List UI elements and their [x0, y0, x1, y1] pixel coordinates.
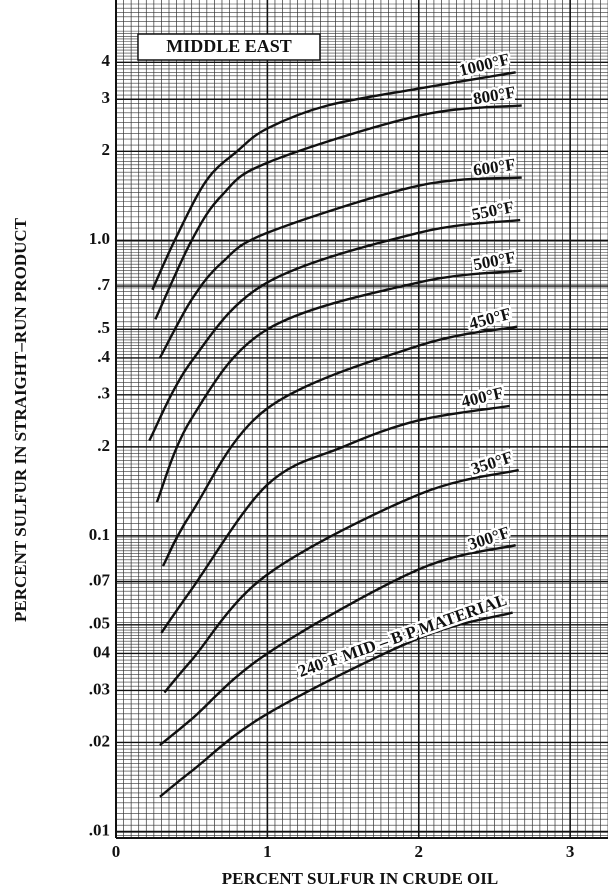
x-tick-label: 3 [566, 842, 575, 861]
y-tick-label: 1.0 [89, 229, 110, 248]
x-tick-label: 1 [263, 842, 272, 861]
grid [115, 0, 608, 838]
y-tick-label: .3 [97, 384, 110, 403]
y-tick-label: .4 [97, 347, 110, 366]
y-tick-label: .7 [97, 275, 110, 294]
y-tick-label: .07 [89, 571, 111, 590]
curve-label: 500°F [472, 248, 517, 275]
chart-title: MIDDLE EAST [166, 36, 292, 56]
curve [159, 543, 516, 746]
curve [151, 71, 516, 291]
y-tick-label: .03 [89, 679, 110, 698]
curves [148, 71, 522, 798]
y-axis-title: PERCENT SULFUR IN STRAIGHT–RUN PRODUCT [11, 217, 30, 622]
y-tick-label: .02 [89, 731, 110, 750]
curve-label: 800°F [472, 82, 517, 108]
y-tick-label: .2 [97, 436, 110, 455]
y-tick-label: .05 [89, 614, 110, 633]
y-tick-label: 2 [102, 140, 111, 159]
x-tick-label: 2 [415, 842, 424, 861]
y-tick-label: .01 [89, 820, 110, 839]
curve [148, 218, 521, 442]
x-axis-title: PERCENT SULFUR IN CRUDE OIL [222, 869, 498, 888]
curve [158, 176, 522, 359]
title-box [137, 33, 321, 61]
labels: 1000°F800°F600°F550°F500°F450°F400°F350°… [293, 47, 520, 683]
y-tick-label: 4 [102, 51, 111, 70]
y-tick-label: .5 [97, 318, 110, 337]
curve [161, 325, 518, 567]
curve [163, 468, 519, 694]
x-tick-label: 0 [112, 842, 121, 861]
y-tick-label: 04 [93, 642, 111, 661]
curve [154, 104, 522, 320]
curve [160, 404, 510, 634]
y-tick-label: 0.1 [89, 525, 110, 544]
y-tick-label: 3 [102, 88, 111, 107]
curve [155, 269, 522, 503]
curve [159, 611, 513, 798]
